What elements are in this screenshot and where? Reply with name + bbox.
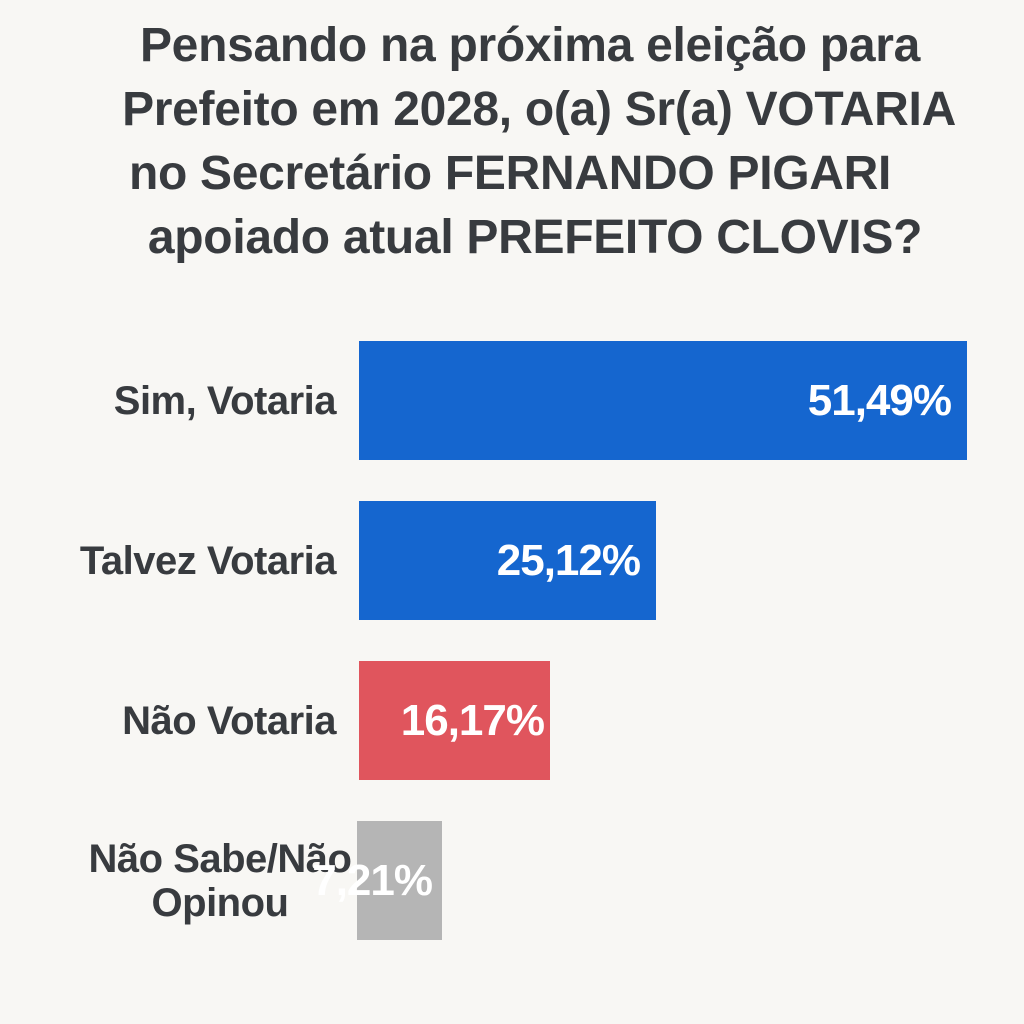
bar: 51,49% bbox=[359, 341, 967, 460]
chart-title: Pensando na próxima eleição para Prefeit… bbox=[40, 14, 1020, 270]
bar: 7,21% bbox=[312, 821, 442, 940]
data-label: 16,17% bbox=[400, 695, 545, 745]
data-label: 7,21% bbox=[312, 855, 433, 905]
category-label: Sim, Votaria bbox=[113, 378, 337, 423]
title-line-3: no Secretário FERNANDO PIGARI bbox=[128, 147, 892, 200]
bar: 16,17% bbox=[359, 661, 550, 780]
data-label: 25,12% bbox=[496, 535, 641, 585]
title-line-2: Prefeito em 2028, o(a) Sr(a) VOTARIA bbox=[122, 83, 956, 136]
data-label: 51,49% bbox=[807, 375, 952, 425]
title-line-4: apoiado atual PREFEITO CLOVIS? bbox=[147, 211, 923, 264]
category-label: Talvez Votaria bbox=[79, 538, 337, 583]
bar: 25,12% bbox=[359, 501, 656, 620]
title-line-1: Pensando na próxima eleição para bbox=[139, 19, 921, 72]
category-label: Não Sabe/Não Opinou bbox=[88, 836, 352, 925]
category-label: Não Votaria bbox=[122, 698, 336, 743]
